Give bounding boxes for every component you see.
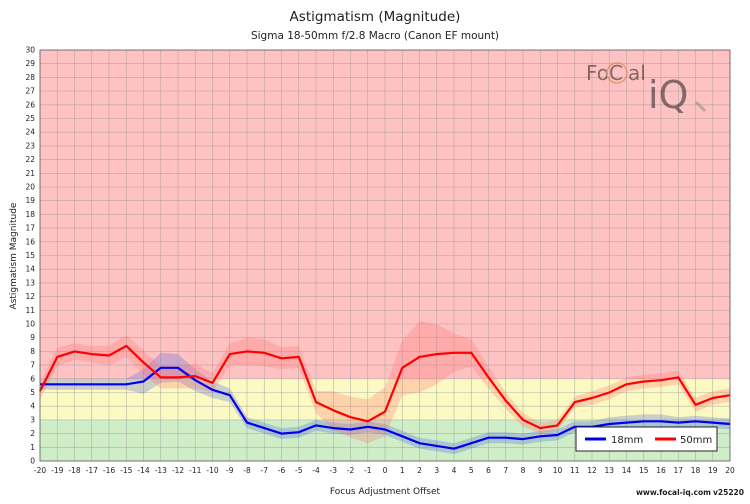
x-tick-label: -10 bbox=[206, 466, 218, 475]
y-tick-label: 19 bbox=[25, 196, 35, 205]
y-tick-label: 12 bbox=[25, 292, 35, 301]
y-tick-label: 7 bbox=[30, 361, 35, 370]
x-tick-label: 17 bbox=[673, 466, 683, 475]
legend: 18mm 50mm bbox=[575, 426, 718, 452]
x-tick-label: 10 bbox=[553, 466, 563, 475]
chart-subtitle: Sigma 18-50mm f/2.8 Macro (Canon EF moun… bbox=[251, 30, 499, 42]
y-tick-label: 23 bbox=[25, 141, 35, 150]
x-tick-label: 18 bbox=[691, 466, 701, 475]
x-tick-label: 2 bbox=[417, 466, 422, 475]
legend-50mm-label: 50mm bbox=[680, 435, 712, 446]
x-tick-label: -13 bbox=[155, 466, 167, 475]
x-tick-label: -11 bbox=[189, 466, 201, 475]
y-tick-label: 8 bbox=[30, 347, 35, 356]
variance-bands bbox=[40, 321, 730, 455]
band-18mm bbox=[40, 352, 730, 455]
chart-title: Astigmatism (Magnitude) bbox=[290, 9, 461, 25]
y-tick-label: 9 bbox=[30, 333, 35, 342]
x-tick-label: -15 bbox=[120, 466, 132, 475]
y-tick-label: 18 bbox=[25, 210, 35, 219]
x-tick-label: -16 bbox=[103, 466, 115, 475]
x-tick-label: -5 bbox=[295, 466, 303, 475]
x-tick-label: 3 bbox=[434, 466, 439, 475]
x-tick-label: -2 bbox=[347, 466, 355, 475]
x-tick-label: 1 bbox=[400, 466, 405, 475]
x-axis-label: Focus Adjustment Offset bbox=[330, 487, 441, 497]
logo-iq-text: iQ bbox=[648, 73, 688, 117]
x-tick-labels: -20 -19 -18 -17 -16 -15 -14 -13 -12 -11 -10 -9 -8 -7-… bbox=[34, 466, 735, 475]
x-tick-label: 11 bbox=[570, 466, 580, 475]
x-tick-label: 14 bbox=[622, 466, 632, 475]
x-tick-label: 8 bbox=[521, 466, 526, 475]
y-tick-label: 5 bbox=[30, 388, 35, 397]
x-tick-label: -9 bbox=[226, 466, 234, 475]
x-tick-label: -18 bbox=[68, 466, 80, 475]
y-tick-label: 11 bbox=[25, 306, 35, 315]
x-tick-label: -20 bbox=[34, 466, 46, 475]
x-tick-label: 16 bbox=[656, 466, 666, 475]
logo-c-ring bbox=[606, 62, 628, 84]
y-tick-label: 16 bbox=[25, 237, 35, 246]
y-tick-label: 22 bbox=[25, 155, 35, 164]
x-tick-label: 20 bbox=[725, 466, 735, 475]
x-tick-label: -3 bbox=[330, 466, 338, 475]
x-tick-label: -4 bbox=[312, 466, 320, 475]
y-tick-label: 1 bbox=[30, 443, 35, 452]
x-tick-label: 15 bbox=[639, 466, 649, 475]
x-tick-label: -7 bbox=[261, 466, 269, 475]
y-tick-label: 28 bbox=[25, 73, 35, 82]
magnifier-handle-icon bbox=[694, 100, 707, 113]
y-tick-label: 10 bbox=[25, 320, 35, 329]
x-tick-label: 19 bbox=[708, 466, 718, 475]
y-tick-label: 17 bbox=[25, 224, 35, 233]
y-axis-label: Astigmatism Magnitude bbox=[9, 202, 19, 309]
y-tick-label: 27 bbox=[25, 87, 35, 96]
x-tick-label: -12 bbox=[172, 466, 184, 475]
y-tick-label: 24 bbox=[25, 128, 35, 137]
x-tick-label: -17 bbox=[86, 466, 98, 475]
logo-al-text: al bbox=[628, 61, 646, 85]
y-tick-label: 29 bbox=[25, 59, 35, 68]
x-tick-label: 13 bbox=[604, 466, 614, 475]
y-tick-label: 2 bbox=[30, 429, 35, 438]
x-tick-label: 0 bbox=[383, 466, 388, 475]
y-tick-label: 25 bbox=[25, 114, 35, 123]
footer-version: v25220 bbox=[713, 488, 744, 497]
legend-18mm-label: 18mm bbox=[611, 435, 643, 446]
x-tick-label: -14 bbox=[137, 466, 149, 475]
x-tick-label: 4 bbox=[452, 466, 457, 475]
x-tick-label: 6 bbox=[486, 466, 491, 475]
logo-c-text: C bbox=[609, 61, 623, 85]
band-50mm bbox=[40, 321, 730, 444]
y-tick-label: 0 bbox=[30, 457, 35, 466]
x-tick-label: 12 bbox=[587, 466, 597, 475]
logo-fo-text: Fo bbox=[586, 61, 609, 85]
plot-frame bbox=[39, 49, 731, 462]
series-lines bbox=[39, 344, 731, 450]
y-tick-label: 3 bbox=[30, 415, 35, 424]
x-tick-label: 7 bbox=[503, 466, 508, 475]
y-tick-label: 26 bbox=[25, 100, 35, 109]
y-tick-label: 13 bbox=[25, 278, 35, 287]
x-tick-label: 9 bbox=[538, 466, 543, 475]
series-line-50mm bbox=[39, 344, 731, 430]
x-tick-label: -8 bbox=[243, 466, 251, 475]
x-tick-label: 5 bbox=[469, 466, 474, 475]
y-tick-label: 20 bbox=[25, 183, 35, 192]
x-tick-label: -1 bbox=[364, 466, 372, 475]
y-tick-label: 21 bbox=[25, 169, 35, 178]
y-tick-label: 6 bbox=[30, 374, 35, 383]
y-tick-label: 30 bbox=[25, 46, 35, 55]
y-tick-label: 14 bbox=[25, 265, 35, 274]
y-tick-labels: 0123456789101112131415161718192021222324… bbox=[25, 46, 35, 466]
x-tick-label: -19 bbox=[51, 466, 63, 475]
x-tick-label: -6 bbox=[278, 466, 286, 475]
y-tick-label: 15 bbox=[25, 251, 35, 260]
footer-site: www.focal-iq.com bbox=[636, 488, 711, 497]
y-tick-label: 4 bbox=[30, 402, 35, 411]
focal-iq-logo: Fo C al iQ bbox=[586, 61, 707, 117]
